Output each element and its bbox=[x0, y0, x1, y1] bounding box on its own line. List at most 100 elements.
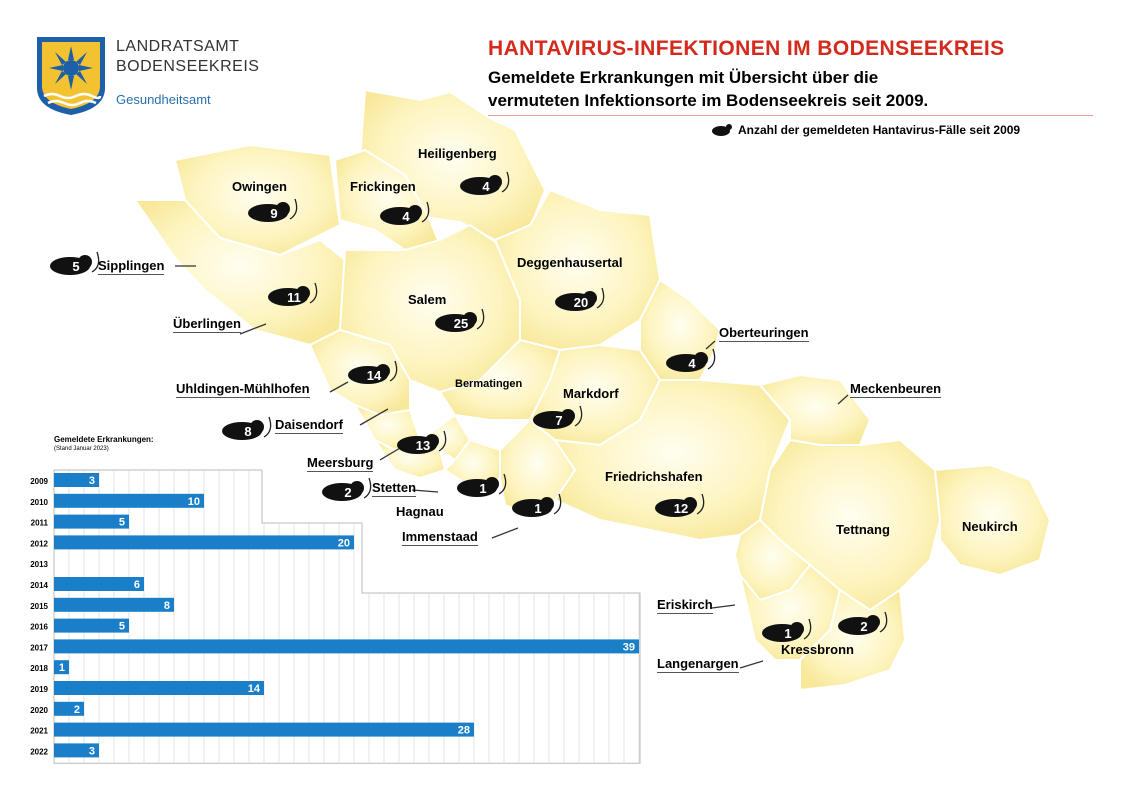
case-count-frickingen: 4 bbox=[402, 209, 410, 224]
coat-of-arms-logo bbox=[37, 37, 105, 116]
place-label-langenargen: Langenargen bbox=[657, 656, 739, 673]
bar-label-2009: 3 bbox=[89, 475, 95, 487]
case-count--berlingen: 11 bbox=[287, 290, 301, 305]
bar-label-2012: 20 bbox=[338, 537, 350, 549]
legend-mouse-icon bbox=[712, 124, 732, 136]
case-count-eriskirch: 1 bbox=[784, 626, 791, 641]
bar-2009 bbox=[54, 473, 99, 487]
bar-label-2020: 2 bbox=[74, 704, 80, 716]
place-label-oberteuringen: Oberteuringen bbox=[719, 325, 809, 342]
place-label-sipplingen: Sipplingen bbox=[98, 258, 165, 275]
case-badge-daisendorf: 8 bbox=[222, 416, 272, 440]
year-tick-2010: 2010 bbox=[30, 498, 48, 507]
place-label-tettnang: Tettnang bbox=[836, 522, 890, 537]
legend-label: Anzahl der gemeldeten Hantavirus-Fälle s… bbox=[738, 123, 1021, 137]
case-badge-immenstaad: 1 bbox=[512, 493, 562, 517]
case-count-friedrichshafen: 12 bbox=[674, 501, 688, 516]
place-label-immenstaad: Immenstaad bbox=[402, 529, 478, 546]
header-divider bbox=[488, 115, 1093, 116]
case-count-sipplingen: 5 bbox=[72, 259, 79, 274]
case-badge-salem: 25 bbox=[435, 308, 485, 332]
case-count-heiligenberg: 4 bbox=[482, 179, 490, 194]
case-count-stetten: 2 bbox=[344, 485, 351, 500]
bar-label-2018: 1 bbox=[59, 662, 65, 674]
bar-2022 bbox=[54, 743, 99, 758]
year-tick-2022: 2022 bbox=[30, 747, 48, 756]
place-label-uhldingen-m-hlhofen: Uhldingen-Mühlhofen bbox=[176, 381, 310, 398]
place-label-heiligenberg: Heiligenberg bbox=[418, 146, 497, 161]
legend: Anzahl der gemeldeten Hantavirus-Fälle s… bbox=[738, 123, 1020, 137]
case-count-daisendorf: 8 bbox=[244, 424, 251, 439]
year-tick-2016: 2016 bbox=[30, 623, 48, 632]
year-tick-2012: 2012 bbox=[30, 539, 48, 548]
case-badge-heiligenberg: 4 bbox=[460, 171, 510, 195]
year-tick-2018: 2018 bbox=[30, 664, 48, 673]
case-badge-kressbronn: 2 bbox=[838, 611, 888, 635]
bar-label-2019: 14 bbox=[248, 683, 261, 695]
place-label-markdorf: Markdorf bbox=[563, 386, 619, 401]
place-label-frickingen: Frickingen bbox=[350, 179, 416, 194]
bar-2012 bbox=[54, 535, 354, 550]
bar-label-2011: 5 bbox=[119, 517, 125, 529]
case-count-owingen: 9 bbox=[270, 206, 277, 221]
place-label-stetten: Stetten bbox=[372, 480, 417, 497]
subtitle-line-2: vermuteten Infektionsorte im Bodenseekre… bbox=[488, 91, 929, 110]
chart-panel bbox=[53, 469, 641, 764]
org-name-line1: LANDRATSAMT bbox=[116, 38, 240, 55]
bar-2010 bbox=[54, 493, 204, 508]
place-label-meckenbeuren: Meckenbeuren bbox=[850, 381, 942, 398]
org-department: Gesundheitsamt bbox=[116, 92, 211, 107]
place-label-owingen: Owingen bbox=[232, 179, 287, 194]
page-subtitle: Gemeldete Erkrankungen mit Übersicht übe… bbox=[488, 66, 928, 112]
bar-label-2015: 8 bbox=[164, 600, 170, 612]
case-count-uhldingen-m-hlhofen: 14 bbox=[367, 368, 382, 383]
case-badge-eriskirch: 1 bbox=[762, 618, 812, 642]
bar-2017 bbox=[54, 639, 639, 654]
place-label--berlingen: Überlingen bbox=[173, 316, 241, 333]
case-count-oberteuringen: 4 bbox=[688, 356, 696, 371]
bar-label-2016: 5 bbox=[119, 621, 125, 633]
chart-subtitle: (Stand Januar 2023) bbox=[54, 446, 109, 452]
year-tick-2020: 2020 bbox=[30, 706, 48, 715]
year-tick-2011: 2011 bbox=[31, 519, 49, 528]
place-label-eriskirch: Eriskirch bbox=[657, 597, 713, 614]
bar-label-2014: 6 bbox=[134, 579, 140, 591]
org-name-line2: BODENSEEKREIS bbox=[116, 58, 260, 75]
bar-label-2021: 28 bbox=[458, 725, 470, 737]
bar-2019 bbox=[54, 681, 264, 695]
year-tick-2014: 2014 bbox=[30, 581, 48, 590]
place-label-hagnau: Hagnau bbox=[396, 504, 444, 519]
case-badge-uhldingen-m-hlhofen: 14 bbox=[348, 360, 398, 384]
region-neukirch bbox=[933, 463, 1052, 577]
place-label-deggenhausertal: Deggenhausertal bbox=[517, 255, 623, 270]
year-tick-2015: 2015 bbox=[30, 602, 48, 611]
chart-title: Gemeldete Erkrankungen: bbox=[54, 435, 154, 444]
year-tick-2013: 2013 bbox=[30, 560, 48, 569]
case-count-hagnau: 1 bbox=[479, 481, 486, 496]
place-label-bermatingen: Bermatingen bbox=[455, 378, 523, 390]
bar-2020 bbox=[54, 701, 84, 716]
case-badge-frickingen: 4 bbox=[380, 201, 430, 225]
case-badge-hagnau: 1 bbox=[457, 473, 507, 497]
place-label-friedrichshafen: Friedrichshafen bbox=[605, 469, 703, 484]
bar-2015 bbox=[54, 597, 174, 612]
case-badge-sipplingen: 5 bbox=[50, 251, 100, 275]
bar-2018 bbox=[54, 660, 69, 675]
bar-2021 bbox=[54, 722, 474, 737]
subtitle-line-1: Gemeldete Erkrankungen mit Übersicht übe… bbox=[488, 68, 879, 87]
year-tick-2019: 2019 bbox=[30, 685, 48, 694]
bar-label-2010: 10 bbox=[188, 496, 200, 508]
place-label-daisendorf: Daisendorf bbox=[275, 417, 343, 434]
case-badge-friedrichshafen: 12 bbox=[655, 493, 705, 517]
region-kressbronn bbox=[799, 588, 907, 692]
case-count-kressbronn: 2 bbox=[860, 619, 867, 634]
case-count-salem: 25 bbox=[454, 316, 468, 331]
place-label-meersburg: Meersburg bbox=[307, 455, 374, 472]
place-label-salem: Salem bbox=[408, 292, 447, 307]
place-label-neukirch: Neukirch bbox=[962, 519, 1018, 534]
bar-label-2017: 39 bbox=[623, 641, 635, 653]
case-badge-stetten: 2 bbox=[322, 477, 372, 501]
case-badge-deggenhausertal: 20 bbox=[555, 287, 605, 311]
